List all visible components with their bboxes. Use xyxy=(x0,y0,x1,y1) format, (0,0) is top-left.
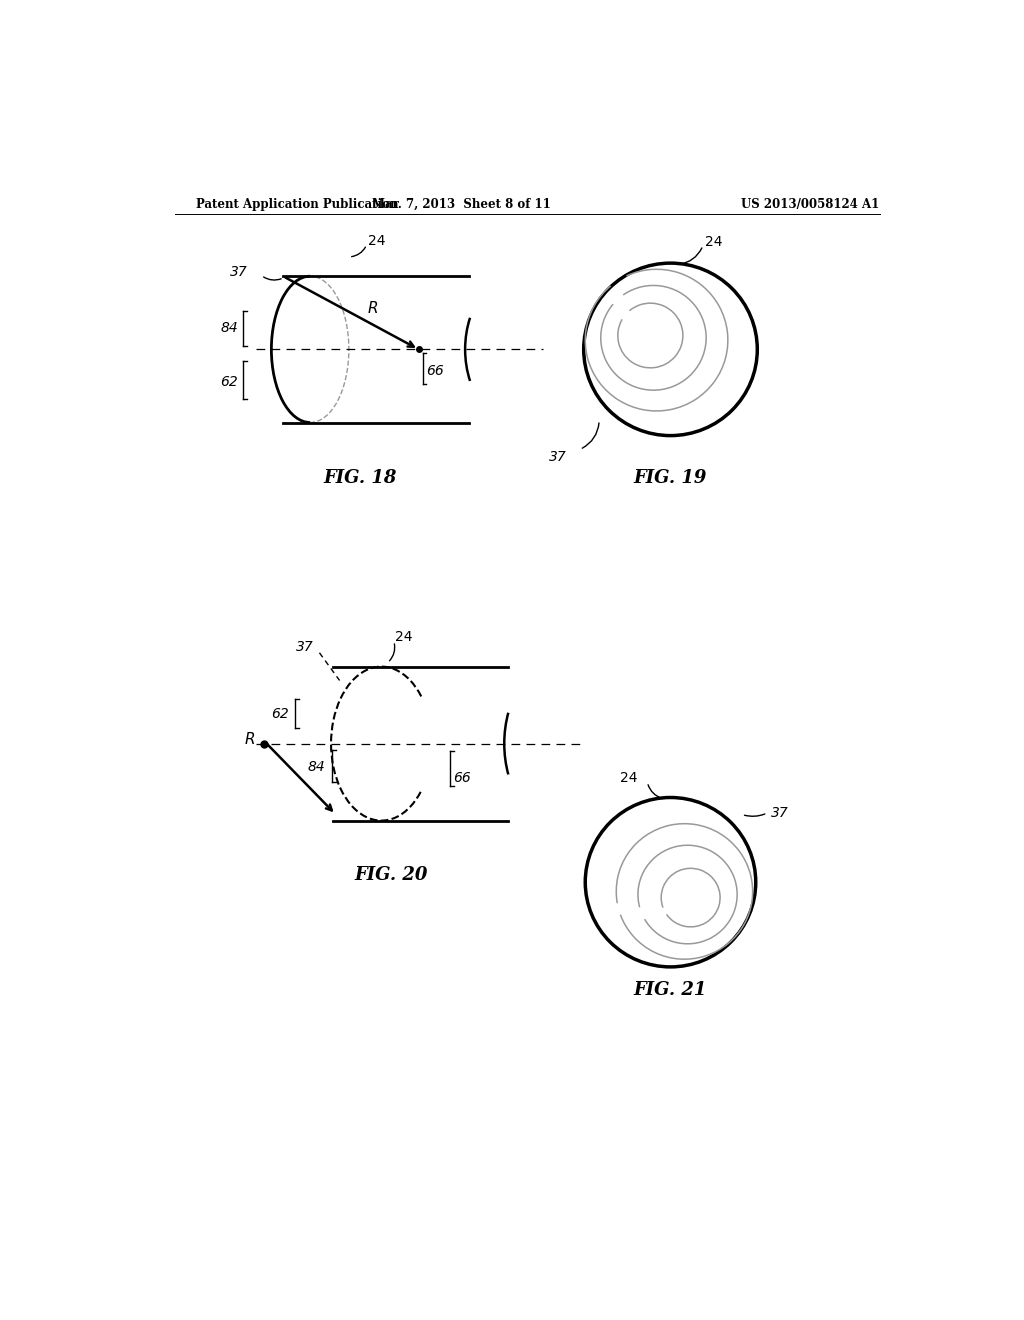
Text: 62: 62 xyxy=(270,708,289,721)
Text: 84: 84 xyxy=(220,321,238,335)
Text: R: R xyxy=(368,301,378,317)
Text: 84: 84 xyxy=(308,760,326,774)
Text: 62: 62 xyxy=(220,375,238,388)
Text: 24: 24 xyxy=(621,771,638,785)
Text: US 2013/0058124 A1: US 2013/0058124 A1 xyxy=(741,198,880,211)
Text: 37: 37 xyxy=(296,640,314,655)
Text: FIG. 21: FIG. 21 xyxy=(634,981,708,999)
Text: 24: 24 xyxy=(706,235,723,248)
Text: 37: 37 xyxy=(229,265,248,280)
Text: 24: 24 xyxy=(395,631,413,644)
Text: FIG. 18: FIG. 18 xyxy=(324,469,397,487)
Text: 66: 66 xyxy=(426,364,444,378)
Text: 24: 24 xyxy=(369,234,386,248)
Text: Patent Application Publication: Patent Application Publication xyxy=(197,198,398,211)
Text: 66: 66 xyxy=(454,771,471,785)
Text: 37: 37 xyxy=(549,450,566,465)
Text: 37: 37 xyxy=(771,807,790,820)
Text: Mar. 7, 2013  Sheet 8 of 11: Mar. 7, 2013 Sheet 8 of 11 xyxy=(372,198,551,211)
Text: R: R xyxy=(245,733,255,747)
Text: FIG. 19: FIG. 19 xyxy=(634,469,708,487)
Text: FIG. 20: FIG. 20 xyxy=(354,866,428,883)
